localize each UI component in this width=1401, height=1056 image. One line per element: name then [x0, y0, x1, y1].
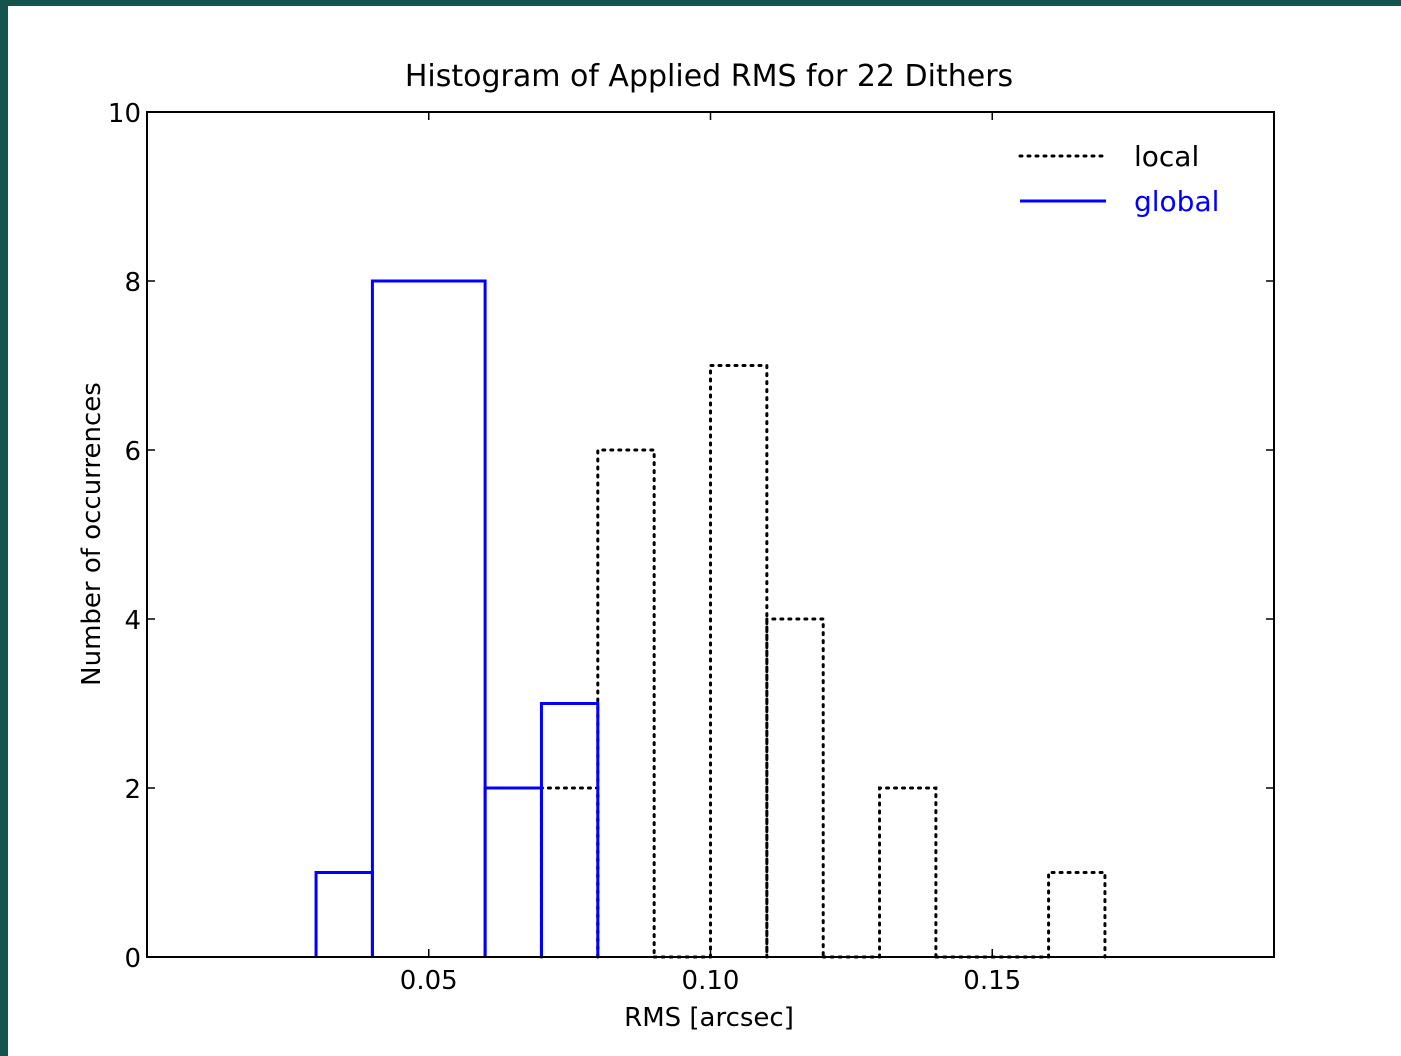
bar-local-3: [709, 364, 769, 959]
bar-local-4: [765, 617, 825, 959]
bar-local-6: [878, 786, 938, 959]
y-tick-label-5: 10: [108, 99, 141, 129]
y-axis-label: Number of occurrences: [77, 382, 107, 686]
bar-global-2: [483, 786, 543, 957]
bar-local-9: [1047, 871, 1107, 959]
bar-global-3: [539, 702, 600, 957]
chart-title: Histogram of Applied RMS for 22 Dithers: [405, 59, 1013, 94]
bar-local-1: [596, 448, 656, 959]
histogram-chart: Histogram of Applied RMS for 22 Dithers …: [77, 59, 1275, 1033]
y-tick-label-2: 4: [124, 606, 141, 636]
x-axis-label: RMS [arcsec]: [624, 1003, 794, 1033]
y-tick-label-3: 6: [124, 437, 141, 467]
legend: local global: [1018, 140, 1219, 218]
x-tick-label-2: 0.15: [963, 966, 1021, 996]
legend-label-global: global: [1134, 185, 1219, 218]
plot-area: 0 2 4 6 8 10 0.05 0.10 0.15: [108, 99, 1275, 996]
x-tick-label-0: 0.05: [400, 966, 458, 996]
bar-local-0: [539, 786, 600, 959]
legend-label-local: local: [1134, 140, 1199, 173]
y-tick-label-4: 8: [124, 268, 141, 298]
x-tick-label-1: 0.10: [682, 966, 740, 996]
figure-canvas: Histogram of Applied RMS for 22 Dithers …: [8, 6, 1401, 1056]
bar-global-1: [370, 279, 487, 957]
y-tick-label-0: 0: [124, 944, 141, 974]
y-tick-label-1: 2: [124, 775, 141, 805]
bar-global-0: [314, 871, 374, 957]
